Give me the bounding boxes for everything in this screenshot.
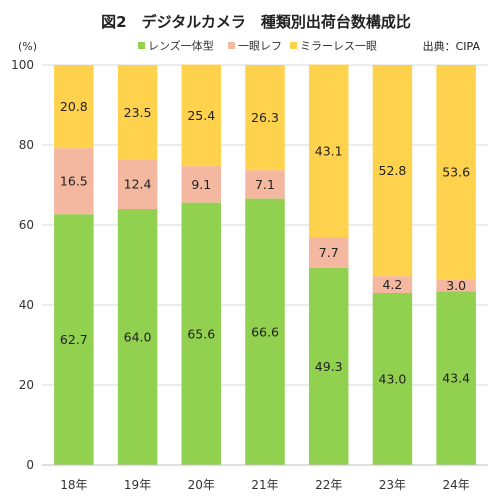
x-tick-label: 19年 [124, 478, 151, 492]
bar-segment [181, 202, 222, 465]
data-label: 49.3 [315, 359, 343, 374]
y-tick-label: 0 [26, 458, 34, 472]
data-label: 20.8 [60, 99, 88, 114]
legend-swatch [290, 42, 297, 49]
y-tick-label: 60 [19, 218, 34, 232]
data-label: 65.6 [187, 326, 215, 341]
chart-source: 出典：CIPA [423, 39, 481, 53]
data-label: 26.3 [251, 110, 279, 125]
x-tick-label: 24年 [443, 478, 470, 492]
data-label: 43.0 [379, 372, 407, 387]
bar-segment [308, 267, 349, 465]
data-label: 43.1 [315, 143, 343, 158]
data-label: 52.8 [379, 163, 407, 178]
data-label: 3.0 [446, 278, 466, 293]
data-label: 66.6 [251, 324, 279, 339]
data-label: 62.7 [60, 332, 88, 347]
bar-segment [245, 170, 285, 199]
bar-segment [372, 276, 413, 293]
data-label: 25.4 [187, 108, 215, 123]
y-axis-unit: (%) [18, 40, 37, 53]
data-label: 23.5 [124, 105, 152, 120]
data-label: 43.4 [442, 371, 470, 386]
bar-segment [117, 65, 158, 160]
data-label: 9.1 [191, 177, 211, 192]
bar-segment [54, 65, 94, 149]
bar-segment [436, 291, 476, 465]
bar-segment [245, 65, 285, 171]
data-label: 16.5 [60, 174, 88, 189]
legend: レンズ一体型 一眼レフ ミラーレス一眼 [138, 39, 377, 53]
x-tick-label: 20年 [188, 478, 215, 492]
bar-segment [117, 159, 158, 209]
bars: 62.7 16.5 20.8 64.0 12.4 23.5 65.6 9.1 25.4 66.6 7… [54, 64, 476, 465]
bar-segment [181, 64, 222, 167]
y-tick-label: 20 [19, 378, 34, 392]
x-tick-label: 22年 [315, 478, 342, 492]
legend-swatch [228, 42, 235, 49]
bar-segment [308, 237, 349, 268]
x-axis: 18年 19年 20年 21年 22年 23年 24年 [42, 464, 488, 492]
bar-segment [308, 64, 349, 237]
legend-label: レンズ一体型 [148, 39, 214, 53]
data-label: 12.4 [124, 177, 152, 192]
bar-segment [54, 148, 94, 215]
x-tick-label: 21年 [251, 478, 278, 492]
chart-title: 図2 デジタルカメラ 種類別出荷台数構成比 [101, 13, 411, 31]
data-label: 7.1 [255, 177, 275, 192]
bar-segment [372, 65, 413, 277]
bar-segment [245, 198, 285, 465]
bar-segment [181, 166, 222, 203]
x-tick-label: 18年 [60, 478, 87, 492]
legend-swatch [138, 42, 145, 49]
legend-label: 一眼レフ [238, 40, 282, 53]
bar-segment [436, 65, 476, 280]
data-label: 7.7 [319, 245, 339, 260]
data-label: 53.6 [442, 165, 470, 180]
x-tick-label: 23年 [379, 478, 406, 492]
bar-segment [436, 279, 476, 292]
bar-segment [54, 214, 94, 465]
legend-label: ミラーレス一眼 [300, 40, 377, 53]
y-tick-label: 40 [19, 298, 34, 312]
y-tick-label: 80 [19, 138, 34, 152]
data-label: 4.2 [382, 277, 402, 292]
bar-segment [372, 293, 413, 465]
data-label: 64.0 [124, 330, 152, 345]
bar-segment [117, 209, 158, 465]
y-tick-label: 100 [11, 58, 34, 72]
